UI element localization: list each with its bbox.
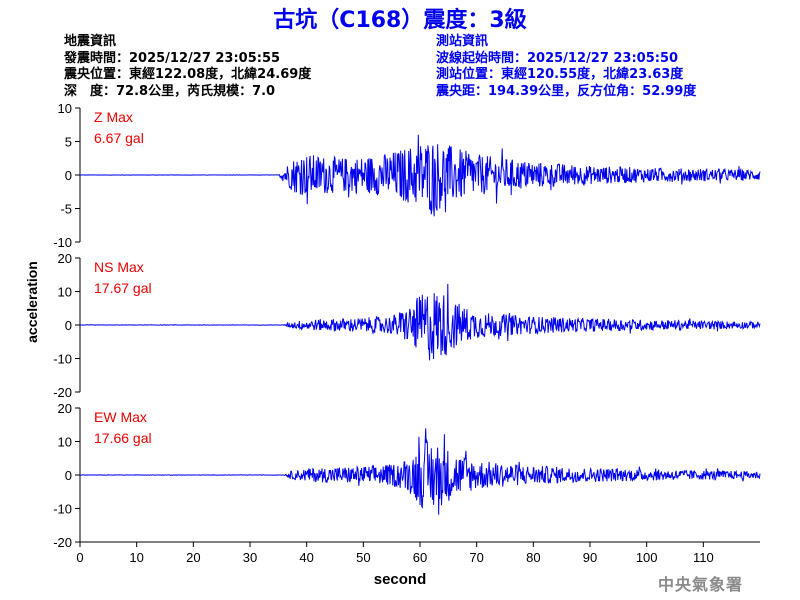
ns-y-tick-label: 10 — [58, 285, 72, 300]
agency-watermark: 中央氣象署 — [658, 575, 744, 594]
x-tick-label: 70 — [469, 550, 483, 565]
z-y-tick-label: -5 — [60, 202, 72, 217]
ns-y-tick-label: 0 — [65, 318, 72, 333]
ew-max-value: 17.66 gal — [94, 430, 152, 446]
x-tick-label: 50 — [356, 550, 370, 565]
x-tick-label: 10 — [129, 550, 143, 565]
ns-y-tick-label: -10 — [53, 352, 72, 367]
x-tick-label: 90 — [583, 550, 597, 565]
station-location: 測站位置：東經120.55度，北緯23.63度 — [436, 67, 684, 82]
ew-y-tick-label: -20 — [53, 535, 72, 550]
z-y-tick-label: 5 — [65, 135, 72, 150]
z-max-label: Z Max — [94, 109, 133, 125]
ns-waveform-trace — [79, 283, 761, 361]
z-waveform-trace — [80, 134, 761, 217]
chart-title: 古坑（C168）震度：3級 — [273, 8, 527, 33]
depth-magnitude: 深 度：72.8公里，芮氏規模：7.0 — [64, 83, 276, 99]
z-y-tick-label: 0 — [65, 168, 72, 183]
z-y-tick-label: 10 — [58, 101, 72, 116]
x-axis-label: second — [373, 571, 427, 588]
ew-y-tick-label: 20 — [58, 401, 72, 416]
earthquake-info: 地震資訊 發震時間：2025/12/27 23:05:55 震央位置：東經122… — [64, 34, 311, 100]
earthquake-info-heading: 地震資訊 — [64, 34, 117, 49]
ew-y-tick-label: 10 — [58, 435, 72, 450]
x-tick-label: 40 — [299, 550, 313, 565]
ew-max-label: EW Max — [94, 409, 147, 425]
x-tick-label: 80 — [526, 550, 540, 565]
station-info: 測站資訊 波線起始時間：2025/12/27 23:05:50 測站位置：東經1… — [436, 34, 696, 100]
origin-time: 發震時間：2025/12/27 23:05:55 — [64, 50, 281, 66]
waveform-start-time: 波線起始時間：2025/12/27 23:05:50 — [436, 50, 679, 66]
station-info-heading: 測站資訊 — [436, 34, 489, 49]
x-tick-label: 100 — [636, 550, 658, 565]
x-tick-label: 20 — [186, 550, 200, 565]
ew-y-tick-label: -10 — [53, 502, 72, 517]
x-tick-label: 30 — [243, 550, 257, 565]
ew-waveform-trace — [80, 428, 761, 515]
epicentral-distance: 震央距：194.39公里，反方位角：52.99度 — [436, 83, 697, 99]
z-max-value: 6.67 gal — [94, 130, 144, 146]
y-axis-label: acceleration — [24, 261, 40, 343]
ns-max-value: 17.67 gal — [94, 280, 152, 296]
ns-y-tick-label: -20 — [53, 385, 72, 400]
z-y-tick-label: -10 — [53, 235, 72, 250]
ns-max-label: NS Max — [94, 259, 144, 275]
x-tick-label: 110 — [693, 550, 714, 565]
epicenter-location: 震央位置：東經122.08度，北緯24.69度 — [64, 67, 312, 82]
x-tick-label: 60 — [413, 550, 427, 565]
ew-y-tick-label: 0 — [65, 468, 72, 483]
ns-y-tick-label: 20 — [58, 251, 72, 266]
x-tick-label: 0 — [76, 550, 83, 565]
